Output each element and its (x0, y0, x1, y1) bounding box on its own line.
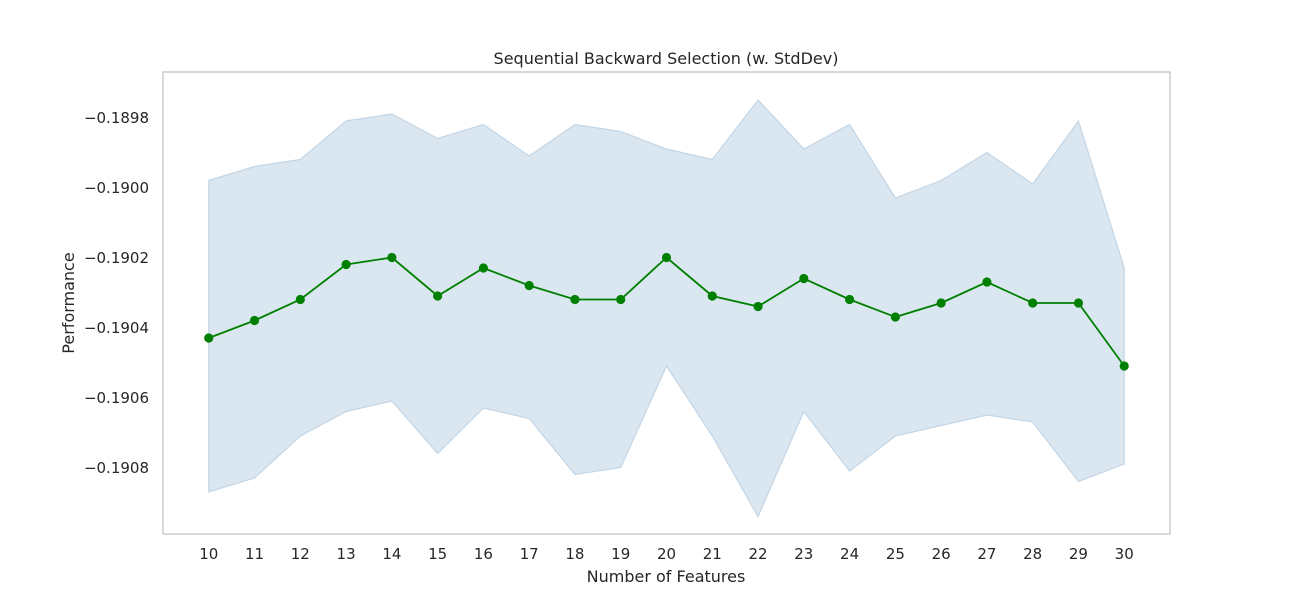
x-tick-label: 14 (382, 545, 401, 563)
x-tick-label: 15 (428, 545, 447, 563)
x-tick-label: 29 (1069, 545, 1088, 563)
x-tick-label: 11 (245, 545, 264, 563)
data-point (844, 294, 855, 305)
y-tick-label: −0.1898 (84, 109, 149, 127)
data-point (387, 252, 397, 263)
x-tick-label: 17 (520, 545, 539, 563)
x-tick-label: 13 (337, 545, 356, 563)
data-point (936, 298, 946, 308)
x-tick-label: 21 (703, 545, 722, 563)
data-point (204, 333, 214, 343)
x-tick-labels: 10 11 12 13 14 15 16 17 18 19 20 21 22 23 24 25 26 27 28 29… (199, 545, 1134, 563)
x-tick-label: 26 (932, 545, 951, 563)
data-point (1119, 361, 1129, 371)
plot-frame (162, 71, 1171, 535)
std-dev-band (208, 99, 1125, 518)
x-tick-label: 30 (1115, 545, 1134, 563)
data-point (249, 315, 260, 326)
data-point (661, 252, 672, 263)
x-tick-label: 22 (749, 545, 768, 563)
performance-points-layer (204, 252, 1129, 371)
y-tick-label: −0.1902 (84, 249, 149, 267)
data-point (616, 294, 626, 305)
y-tick-label: −0.1904 (84, 319, 149, 337)
x-tick-label: 20 (657, 545, 676, 563)
data-point (890, 312, 900, 322)
data-point (341, 259, 351, 270)
x-tick-label: 23 (794, 545, 813, 563)
x-tick-label: 10 (199, 545, 218, 563)
y-tick-label: −0.1900 (84, 179, 149, 197)
x-tick-label: 24 (840, 545, 859, 563)
data-point (524, 280, 534, 291)
data-point (1028, 298, 1038, 308)
y-axis-title: Performance (59, 252, 78, 353)
data-point (799, 273, 809, 284)
x-axis-title: Number of Features (587, 567, 746, 586)
x-tick-label: 19 (611, 545, 630, 563)
x-tick-label: 27 (977, 545, 996, 563)
y-tick-labels: −0.1898 −0.1900 −0.1902 −0.1904 −0.1906 −0.19… (84, 109, 149, 477)
data-point (707, 291, 717, 301)
data-point (478, 263, 489, 273)
data-point (295, 294, 305, 305)
data-point (433, 291, 443, 301)
x-tick-label: 25 (886, 545, 905, 563)
data-point (570, 294, 580, 305)
x-tick-label: 28 (1023, 545, 1042, 563)
std-dev-band-layer (208, 99, 1125, 518)
y-tick-label: −0.1906 (84, 389, 149, 407)
x-tick-label: 18 (565, 545, 584, 563)
x-tick-label: 16 (474, 545, 493, 563)
data-point (753, 301, 763, 312)
y-tick-label: −0.1908 (84, 459, 149, 477)
data-point (982, 277, 992, 287)
chart-title: Sequential Backward Selection (w. StdDev… (494, 49, 839, 68)
x-tick-label: 12 (291, 545, 310, 563)
data-point (1073, 298, 1084, 308)
